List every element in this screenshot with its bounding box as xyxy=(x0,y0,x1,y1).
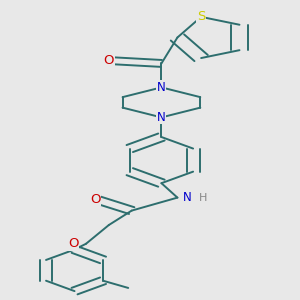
Text: O: O xyxy=(68,237,78,250)
Text: O: O xyxy=(90,193,101,206)
Text: O: O xyxy=(103,54,114,67)
Text: H: H xyxy=(198,193,207,202)
Text: N: N xyxy=(157,111,166,124)
Text: S: S xyxy=(197,11,205,23)
Text: N: N xyxy=(157,81,166,94)
Text: N: N xyxy=(183,191,192,204)
